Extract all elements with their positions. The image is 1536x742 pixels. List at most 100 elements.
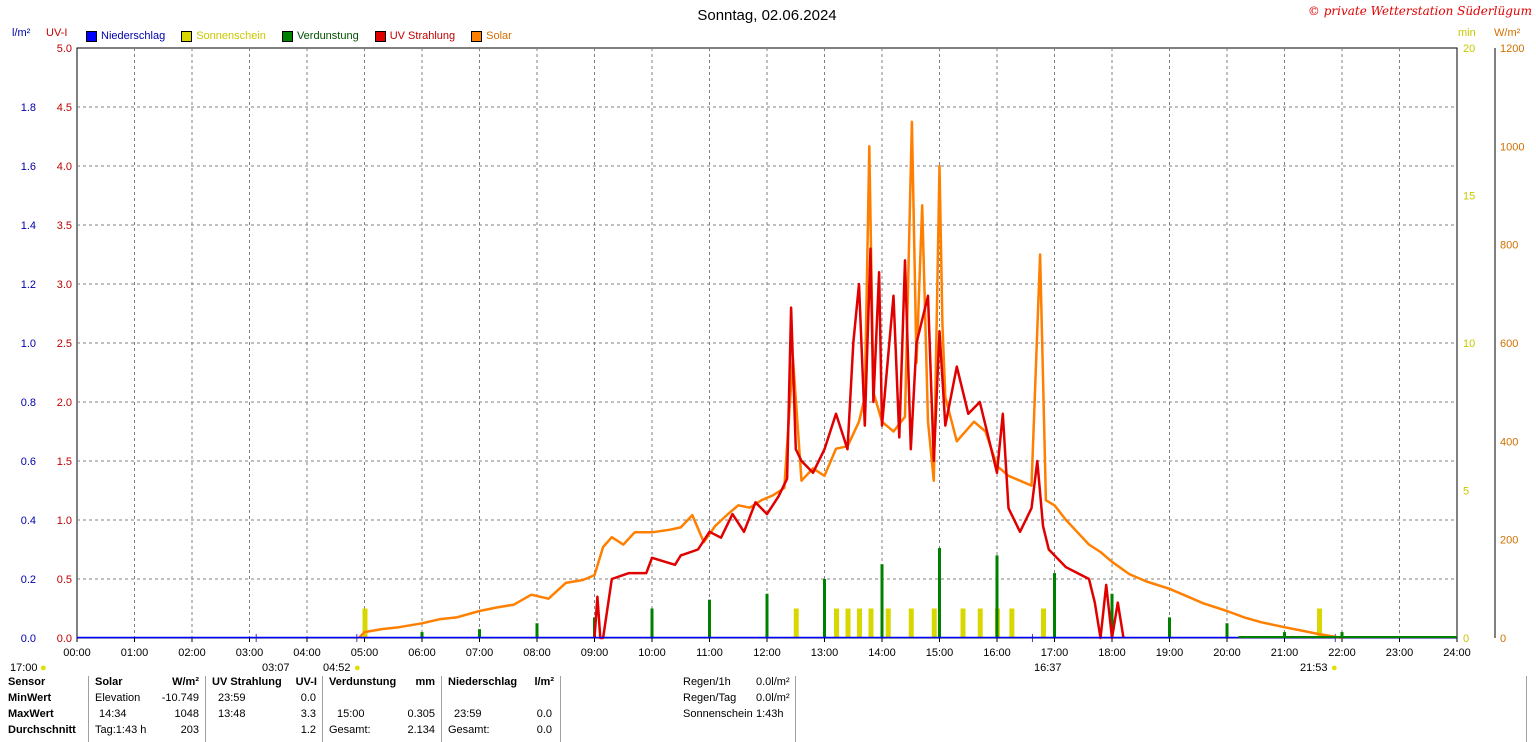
- verdunstung-bar: [650, 608, 654, 638]
- x-tick-label: 09:00: [581, 647, 609, 659]
- stats-unit: l/m²: [534, 676, 554, 688]
- x-tick-label: 17:00: [1041, 647, 1069, 659]
- legend-label: Solar: [486, 30, 512, 42]
- y-tick-label-solar: 0: [1500, 633, 1506, 645]
- verdunstung-bar: [765, 593, 769, 638]
- y-tick-label-uv: 0.5: [57, 574, 72, 586]
- y-tick-label-niederschlag: 1.4: [21, 220, 36, 232]
- verdunstung-bar: [1110, 593, 1114, 638]
- y-tick-label-uv: 3.5: [57, 220, 72, 232]
- unit-solar: W/m²: [1494, 27, 1521, 39]
- x-tick-label: 02:00: [178, 647, 206, 659]
- stats-cell: Gesamt:: [448, 724, 490, 736]
- sonnenschein-bar: [868, 608, 874, 638]
- stats-col-sensor: Sensor MinWert MaxWert Durchschnitt: [0, 676, 89, 742]
- stats-cell: 2.134: [407, 724, 435, 736]
- verdunstung-bar: [880, 564, 884, 638]
- unit-sonnenschein: min: [1458, 27, 1476, 39]
- y-tick-label-sonnenschein: 5: [1463, 486, 1469, 498]
- x-tick-label: 21:00: [1271, 647, 1299, 659]
- y-tick-label-solar: 1000: [1500, 141, 1524, 153]
- stats-cell: 0.0: [300, 692, 316, 704]
- legend-swatch: [281, 30, 293, 42]
- stats-cell: 23:59: [218, 692, 246, 704]
- stats-cell: 23:59: [454, 708, 482, 720]
- sonnenschein-bar: [1041, 608, 1046, 638]
- stats-header: Sensor: [8, 676, 46, 688]
- x-tick-label: 08:00: [523, 647, 551, 659]
- y-tick-label-niederschlag: 0.6: [21, 456, 36, 468]
- x-tick-label: 23:00: [1386, 647, 1414, 659]
- stats-header: UV Strahlung: [212, 676, 282, 688]
- y-tick-label-niederschlag: 1.6: [21, 161, 36, 173]
- stats-header: Solar: [95, 676, 123, 688]
- x-tick-label: 01:00: [121, 647, 149, 659]
- x-tick-label: 18:00: [1098, 647, 1126, 659]
- sonnenschein-bar: [885, 608, 891, 638]
- y-tick-label-uv: 4.0: [57, 161, 72, 173]
- x-tick-label: 19:00: [1156, 647, 1184, 659]
- stats-cell: -10.749: [161, 692, 199, 704]
- legend-swatch: [471, 30, 483, 42]
- unit-uv: UV-I: [46, 27, 68, 39]
- chart-title: Sonntag, 02.06.2024: [697, 7, 836, 24]
- verdunstung-bar: [420, 632, 424, 638]
- legend-item-sonnenschein: Sonnenschein: [181, 30, 266, 42]
- stats-cell: Sonnenschein: [683, 708, 753, 720]
- legend-label: UV Strahlung: [389, 30, 456, 42]
- x-tick-label: 14:00: [868, 647, 896, 659]
- stats-unit: mm: [415, 676, 435, 688]
- y-tick-label-solar: 1200: [1500, 43, 1524, 55]
- x-tick-label: 15:00: [926, 647, 954, 659]
- stats-row-label: MaxWert: [8, 708, 54, 720]
- stats-header: Niederschlag: [448, 676, 518, 688]
- y-tick-label-niederschlag: 0.2: [21, 574, 36, 586]
- verdunstung-bar: [1168, 617, 1171, 638]
- legend-swatch: [86, 30, 97, 42]
- y-tick-label-solar: 600: [1500, 338, 1518, 350]
- stats-header: Verdunstung: [329, 676, 397, 688]
- stats-row-label: Durchschnitt: [8, 724, 76, 736]
- stats-cell: 0.305: [407, 708, 435, 720]
- legend-label: Verdunstung: [296, 30, 359, 42]
- y-tick-label-niederschlag: 1.0: [21, 338, 36, 350]
- unit-niederschlag: l/m²: [12, 27, 31, 39]
- stats-col-verdunstung: Verdunstung mm 15:00 0.305 Gesamt: 2.134: [323, 676, 442, 742]
- legend-label: Niederschlag: [101, 30, 166, 42]
- x-tick-label: 00:00: [63, 647, 91, 659]
- x-tick-label: 05:00: [351, 647, 379, 659]
- x-tick-label: 03:00: [236, 647, 264, 659]
- y-tick-label-niederschlag: 1.8: [21, 102, 36, 114]
- verdunstung-bar: [708, 599, 711, 638]
- sun-icon: ●: [354, 662, 361, 674]
- sun-time-civil: 03:07: [262, 662, 290, 674]
- x-tick-label: 22:00: [1328, 647, 1356, 659]
- sun-icon: ●: [40, 662, 47, 674]
- y-tick-label-uv: 2.5: [57, 338, 72, 350]
- legend-item-niederschlag: Niederschlag: [86, 30, 165, 42]
- y-tick-label-uv: 1.0: [57, 515, 72, 527]
- sonnenschein-bar: [362, 608, 368, 638]
- verdunstung-bar: [995, 555, 999, 638]
- weather-chart: Sonntag, 02.06.2024 00:00 01:00 02:00 03:00 0…: [21, 7, 1525, 659]
- verdunstung-bar: [1283, 632, 1286, 638]
- stats-cell: 15:00: [337, 708, 365, 720]
- stats-cell: 14:34: [99, 708, 127, 720]
- y-tick-label-solar: 400: [1500, 436, 1518, 448]
- stats-col-niederschlag: Niederschlag l/m² 23:59 0.0 Gesamt: 0.0: [442, 676, 561, 742]
- y-tick-label-sonnenschein: 20: [1463, 43, 1475, 55]
- legend-item-verdunstung: Verdunstung: [281, 30, 359, 42]
- stats-cell: Gesamt:: [329, 724, 371, 736]
- sonnenschein-bar: [977, 608, 983, 638]
- y-tick-label-uv: 5.0: [57, 43, 72, 55]
- stats-cell: Regen/1h: [683, 676, 731, 688]
- stats-cell: 0.0: [536, 708, 552, 720]
- sonnenschein-bar: [845, 608, 851, 638]
- y-tick-label-uv: 3.0: [57, 279, 72, 291]
- verdunstung-bar: [938, 548, 941, 638]
- copyright-text: © private Wetterstation Süderlügum: [1307, 4, 1532, 18]
- x-tick-label: 24:00: [1443, 647, 1471, 659]
- verdunstung-bar: [823, 579, 826, 638]
- sun-time-left: 17:00: [10, 662, 38, 674]
- sun-time-set: 21:53: [1300, 662, 1328, 674]
